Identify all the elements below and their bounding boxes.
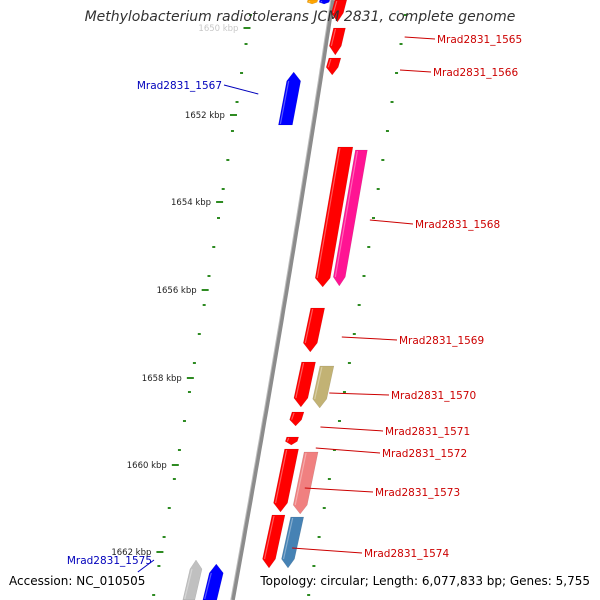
kbp-ruler: 1650 kbp 1652 kbp 1654 kbp 1656 kbp 1658 kbp…: [111, 24, 251, 558]
label-leader-line: [320, 426, 384, 432]
gene-label-mrad2831-1571: Mrad2831_1571: [385, 426, 470, 438]
inner-guide-ring: [152, 14, 252, 596]
gene-labels: Mrad2831_1565 Mrad2831_1566 Mrad2831_1567 M…: [67, 34, 522, 573]
kbp-tick-label: 1654 kbp: [171, 198, 211, 208]
gene-mrad2831-1571-small: [285, 436, 300, 446]
topology-summary-text: Topology: circular; Length: 6,077,833 bp…: [260, 574, 590, 588]
gene-mrad2831-1566: [325, 57, 342, 76]
gene-mrad2831-1567: [278, 71, 301, 126]
gene-highlight: [279, 80, 290, 125]
gene-highlight: [308, 0, 311, 3]
feature-grey: [182, 559, 203, 600]
backbone-highlight: [230, 0, 332, 600]
feature-orange: [306, 0, 319, 5]
gene-label-mrad2831-1575: Mrad2831_1575: [67, 555, 152, 567]
map-title: Methylobacterium radiotolerans JCM 2831,…: [84, 9, 516, 25]
gene-mrad2831-1571: [289, 411, 305, 427]
feature-blue-top: [318, 0, 331, 5]
gene-highlight: [330, 28, 337, 47]
label-leader-line: [341, 336, 398, 341]
label-leader-line: [223, 84, 259, 95]
gene-mrad2831-1565: [329, 27, 346, 56]
kbp-tick-label: 1656 kbp: [157, 286, 197, 296]
gene-mrad2831-1568: [314, 146, 354, 288]
label-leader-line: [304, 487, 374, 493]
gene-highlight: [291, 412, 295, 420]
track-guides: [152, 14, 407, 596]
kbp-tick-label: 1662 kbp: [111, 548, 151, 558]
gene-highlight: [294, 452, 307, 506]
gene-features: [182, 0, 368, 600]
feature-steelblue: [281, 516, 305, 569]
gene-highlight: [295, 362, 305, 399]
gene-highlight: [327, 58, 332, 68]
gene-mrad2831-1572: [273, 448, 299, 513]
gene-label-mrad2831-1565: Mrad2831_1565: [437, 34, 522, 46]
label-leader-line: [292, 547, 363, 554]
label-leader-line: [404, 36, 436, 40]
gene-highlight: [274, 449, 288, 504]
gene-highlight: [204, 572, 212, 600]
gene-mrad2831-1574: [262, 514, 286, 569]
kbp-tick-label: 1658 kbp: [142, 374, 182, 384]
gene-mrad2831-1575: [202, 563, 224, 600]
outer-guide-ring: [307, 14, 407, 596]
gene-label-mrad2831-1568: Mrad2831_1568: [415, 219, 500, 231]
genome-backbone: [230, 0, 335, 600]
gene-highlight: [316, 147, 341, 279]
gene-highlight: [304, 308, 314, 344]
label-leader-line: [137, 559, 155, 573]
gene-mrad2831-1569: [303, 307, 326, 353]
label-leader-line: [315, 447, 381, 454]
gene-highlight: [314, 366, 323, 400]
kbp-tick-label: 1650 kbp: [198, 24, 238, 34]
backbone-line: [230, 0, 335, 600]
feature-magenta: [333, 149, 368, 287]
label-leader-line: [399, 69, 432, 73]
gene-label-mrad2831-1567: Mrad2831_1567: [137, 80, 222, 92]
gene-highlight: [332, 0, 338, 14]
gene-mrad2831-1570: [293, 361, 316, 408]
gene-label-mrad2831-1574: Mrad2831_1574: [364, 548, 449, 560]
accession-text: Accession: NC_010505: [9, 574, 146, 588]
kbp-tick-label: 1660 kbp: [127, 461, 167, 471]
gene-highlight: [184, 568, 193, 600]
gene-highlight: [320, 0, 323, 3]
feature-khaki: [312, 365, 335, 409]
gene-label-mrad2831-1572: Mrad2831_1572: [382, 448, 467, 460]
gene-label-mrad2831-1569: Mrad2831_1569: [399, 335, 484, 347]
gene-highlight: [334, 150, 359, 278]
label-leader-line: [369, 219, 414, 225]
gene-highlight: [286, 437, 290, 442]
gene-mrad2831-1565-prev: [331, 0, 348, 23]
gene-label-mrad2831-1566: Mrad2831_1566: [433, 67, 518, 79]
gene-label-mrad2831-1573: Mrad2831_1573: [375, 487, 460, 499]
gene-highlight: [263, 515, 275, 560]
label-leader-line: [329, 392, 390, 396]
feature-salmon: [292, 451, 319, 515]
kbp-tick-label: 1652 kbp: [185, 111, 225, 121]
gene-highlight: [282, 517, 294, 560]
gene-label-mrad2831-1570: Mrad2831_1570: [391, 390, 476, 402]
